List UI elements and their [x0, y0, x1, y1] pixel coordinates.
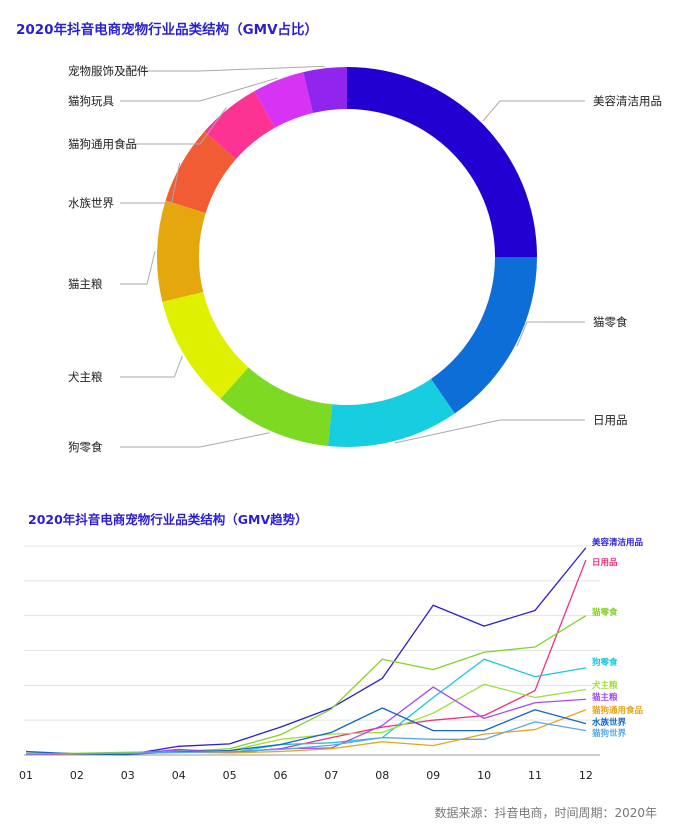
- series-label: 猫零食: [591, 607, 618, 618]
- donut-slice: [204, 91, 275, 160]
- donut-slice: [162, 292, 249, 399]
- donut-slice: [303, 67, 347, 113]
- data-source-note: 数据来源：抖音电商，时间周期：2020年: [434, 806, 657, 820]
- x-tick-label: 09: [426, 769, 440, 782]
- leader-line: [120, 355, 183, 378]
- donut-slice-label: 日用品: [593, 413, 628, 427]
- x-tick-label: 06: [274, 769, 288, 782]
- donut-slice-label: 狗零食: [68, 440, 103, 454]
- leader-line: [516, 321, 585, 347]
- leader-line: [120, 432, 270, 448]
- leader-line: [120, 107, 227, 145]
- leader-line: [120, 250, 156, 285]
- x-tick-label: 12: [579, 769, 593, 782]
- donut-slice: [347, 67, 537, 257]
- x-tick-label: 07: [324, 769, 338, 782]
- series-label: 水族世界: [591, 717, 627, 728]
- donut-slice: [220, 367, 333, 447]
- x-tick-label: 01: [19, 769, 33, 782]
- donut-chart-title: 2020年抖音电商宠物行业品类结构（GMV占比）: [16, 22, 319, 38]
- donut-slice-label: 猫主粮: [68, 277, 103, 291]
- series-line: [25, 721, 587, 755]
- series-label: 猫狗通用食品: [591, 705, 644, 716]
- leader-line: [120, 162, 181, 204]
- x-tick-label: 11: [528, 769, 542, 782]
- donut-slice-label: 猫零食: [593, 315, 628, 329]
- x-tick-label: 08: [375, 769, 389, 782]
- donut-slice: [430, 257, 537, 414]
- donut-slice-label: 美容清洁用品: [593, 94, 662, 108]
- donut-slice-label: 犬主粮: [68, 370, 103, 384]
- x-tick-label: 10: [477, 769, 491, 782]
- donut-slice: [165, 131, 236, 214]
- x-tick-label: 04: [172, 769, 186, 782]
- leader-line: [482, 100, 585, 122]
- leader-line: [120, 77, 278, 102]
- series-label: 日用品: [592, 558, 618, 568]
- donut-slice-label: 猫狗玩具: [68, 94, 114, 108]
- x-tick-label: 02: [70, 769, 84, 782]
- donut-slice: [254, 72, 313, 128]
- donut-slice: [156, 200, 206, 302]
- trend-chart-title: 2020年抖音电商宠物行业品类结构（GMV趋势）: [28, 512, 308, 527]
- series-label: 狗零食: [592, 657, 618, 668]
- donut-slice-label: 水族世界: [68, 196, 114, 210]
- series-line: [25, 707, 587, 755]
- donut-slice-label: 宠物服饰及配件: [68, 64, 149, 78]
- leader-line: [394, 419, 585, 444]
- donut-slice: [327, 378, 455, 447]
- series-line: [26, 615, 587, 754]
- leader-line: [120, 65, 325, 72]
- donut-slice-label: 猫狗通用食品: [68, 137, 137, 151]
- series-label: 猫狗世界: [591, 728, 627, 739]
- series-label: 猫主粮: [591, 692, 618, 703]
- series-line: [26, 559, 587, 755]
- series-label: 犬主粮: [591, 680, 618, 691]
- x-tick-label: 03: [121, 769, 135, 782]
- x-tick-label: 05: [223, 769, 237, 782]
- series-label: 美容清洁用品: [592, 537, 644, 548]
